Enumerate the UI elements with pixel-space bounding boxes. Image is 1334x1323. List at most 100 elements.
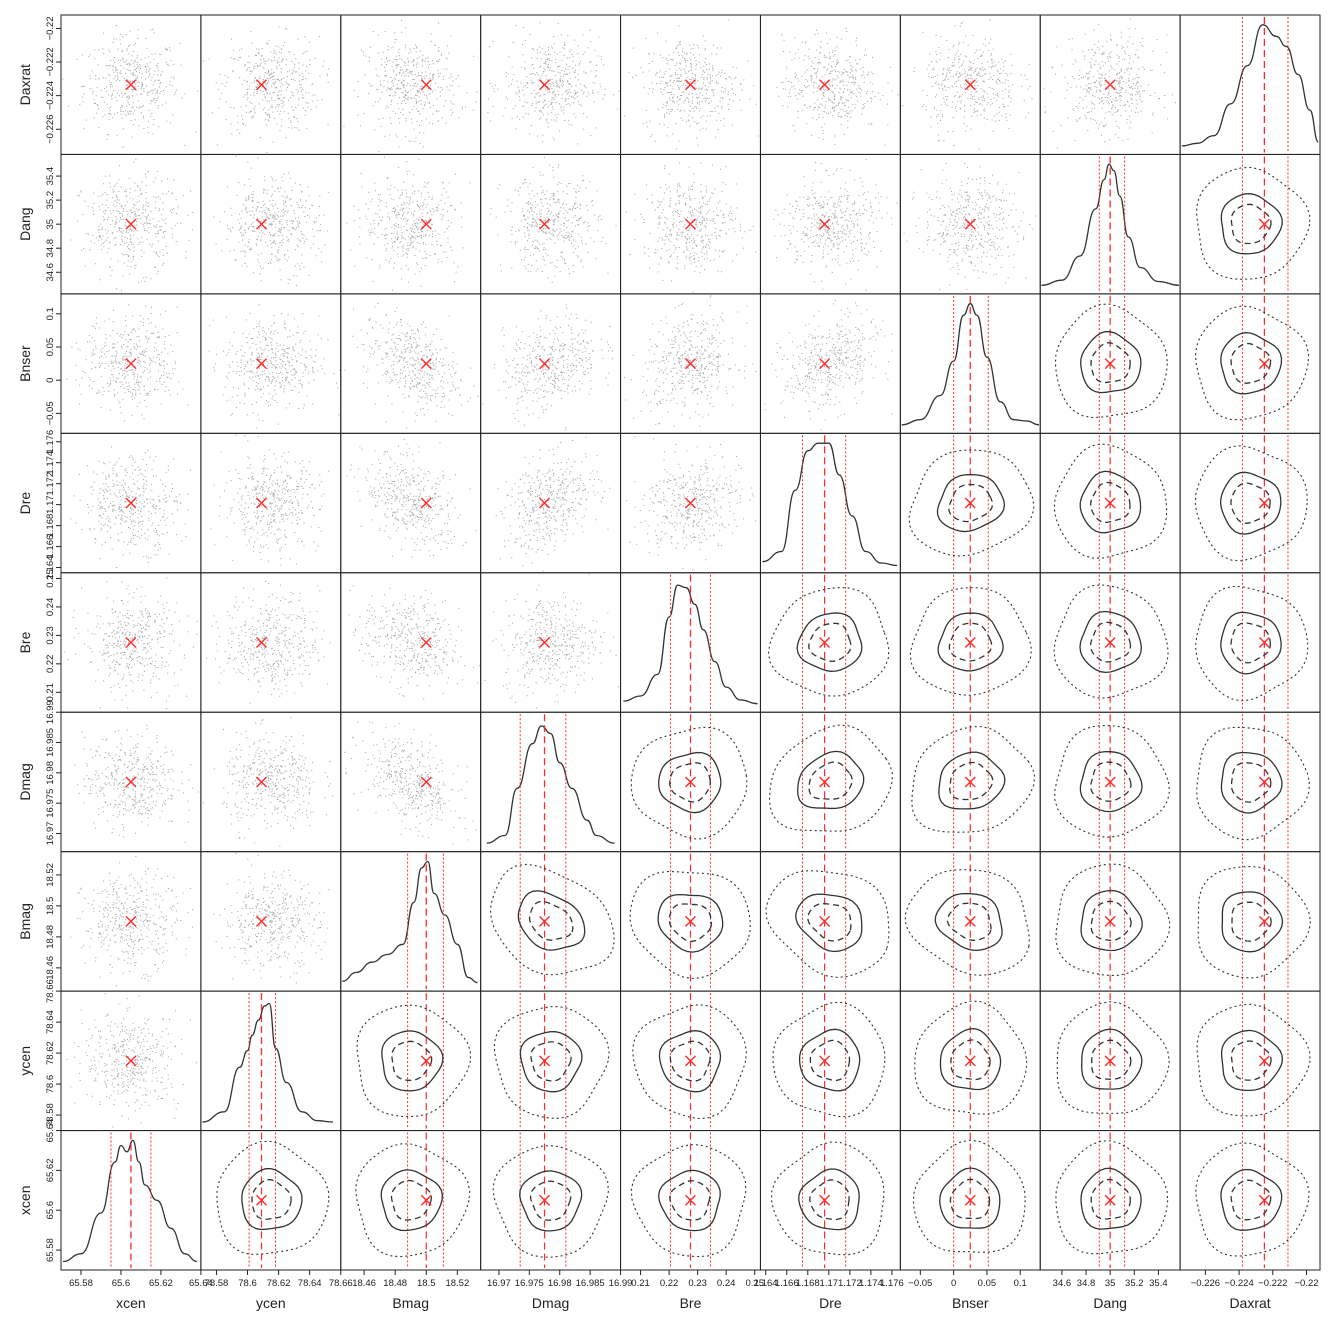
y-tick-label: 35.4 xyxy=(45,167,56,186)
scatter-points xyxy=(203,26,330,153)
panel-frame xyxy=(1179,293,1321,434)
x-axis-Dang: 34.6 34.8 35 35.2 35.4 Dang xyxy=(1053,1270,1168,1311)
scatter-points xyxy=(344,303,479,429)
panel-Bmag-Dang xyxy=(1039,851,1181,992)
panel-xcen-Bre xyxy=(620,1130,761,1271)
panel-Daxrat-Dre xyxy=(759,14,901,155)
panel-Dang-ycen xyxy=(200,153,342,295)
best-fit-marker xyxy=(420,637,432,648)
panel-Bre-Bnser xyxy=(899,572,1041,713)
contour-2-sigma xyxy=(768,724,893,832)
panel-frame xyxy=(200,14,342,155)
contour-1-sigma xyxy=(936,473,1006,533)
contour-half-sigma xyxy=(1091,1039,1132,1080)
x-tick-label: 65.6 xyxy=(112,1278,131,1289)
panel-frame xyxy=(1179,432,1321,574)
x-tick-label: 16.97 xyxy=(487,1278,511,1289)
contour-2-sigma xyxy=(765,870,890,978)
panel-frame xyxy=(759,14,901,155)
x-axis-title-Daxrat: Daxrat xyxy=(1229,1295,1270,1311)
y-axis-Bre: 0.21 0.22 0.23 0.24 0.25 Bre xyxy=(17,569,61,702)
best-fit-marker xyxy=(1104,915,1116,927)
contour-1-sigma xyxy=(1220,611,1282,675)
panel-Dre-Bnser xyxy=(899,432,1041,574)
contour-half-sigma xyxy=(808,622,852,662)
x-tick-label: 0.05 xyxy=(978,1278,997,1289)
panel-Dre-Bre xyxy=(620,432,761,574)
x-tick-label: 78.6 xyxy=(238,1278,257,1289)
contour-2-sigma xyxy=(1054,303,1168,419)
panel-Dre-Dmag xyxy=(480,432,622,574)
panel-ycen-Bre xyxy=(620,990,761,1132)
panel-Bmag-Dmag xyxy=(480,851,622,992)
x-tick-label: 1.168 xyxy=(796,1278,820,1289)
contour-2-sigma xyxy=(908,449,1035,557)
scatter-points xyxy=(70,158,194,292)
y-tick-label: 16.975 xyxy=(45,789,56,818)
best-fit-marker xyxy=(539,218,551,230)
best-fit-marker xyxy=(964,1055,976,1067)
contour-1-sigma xyxy=(1080,331,1142,394)
panel-Bre-Daxrat xyxy=(1179,572,1321,713)
density-curve-ycen xyxy=(202,1002,334,1123)
y-axis-title-xcen: xcen xyxy=(17,1186,33,1216)
scatter-points xyxy=(213,155,330,286)
contour-half-sigma xyxy=(529,1180,572,1221)
best-fit-marker xyxy=(1104,79,1116,91)
y-tick-label: 16.97 xyxy=(45,822,56,846)
contour-half-sigma xyxy=(668,903,713,943)
contour-2-sigma xyxy=(493,1006,610,1119)
scatter-points xyxy=(70,446,191,568)
x-tick-label: 78.64 xyxy=(298,1278,322,1289)
contour-2-sigma xyxy=(912,1139,1026,1253)
x-tick-label: −0.224 xyxy=(1224,1278,1253,1289)
contour-half-sigma xyxy=(808,761,853,800)
contour-1-sigma xyxy=(380,1169,444,1232)
contour-2-sigma xyxy=(629,870,751,980)
panel-Bre-Bmag xyxy=(340,572,482,713)
x-tick-label: 1.174 xyxy=(859,1278,883,1289)
density-curve-Dre xyxy=(762,442,898,567)
contour-1-sigma xyxy=(517,890,586,951)
best-fit-marker xyxy=(256,79,268,91)
panel-Dmag-xcen xyxy=(60,711,202,853)
contour-half-sigma xyxy=(530,1041,572,1082)
y-axis-Dang: 34.6 34.8 35 35.2 35.4 Dang xyxy=(17,167,61,282)
best-fit-marker xyxy=(539,358,551,370)
panel-frame xyxy=(759,293,901,434)
x-axis-title-xcen: xcen xyxy=(116,1295,146,1311)
panel-Bmag-ycen xyxy=(200,851,342,992)
panel-Bmag-Dre xyxy=(759,851,901,992)
x-tick-label: 1.164 xyxy=(754,1278,778,1289)
y-axis-title-Bmag: Bmag xyxy=(17,903,33,940)
panel-frame xyxy=(1179,711,1321,853)
y-tick-label: 78.6 xyxy=(45,1075,56,1094)
density-curve-xcen xyxy=(62,1139,197,1263)
y-tick-label: 1.164 xyxy=(45,556,56,580)
best-fit-marker xyxy=(685,776,696,788)
y-tick-label: 0.24 xyxy=(45,598,56,617)
scatter-points xyxy=(213,853,330,984)
x-axis-ycen: 78.58 78.6 78.62 78.64 78.66 ycen xyxy=(205,1270,353,1311)
panel-Dang-Daxrat xyxy=(1179,153,1321,295)
contour-half-sigma xyxy=(251,1179,292,1220)
scatter-points xyxy=(346,156,471,291)
contour-half-sigma xyxy=(809,1179,850,1221)
contour-1-sigma xyxy=(241,1167,303,1231)
panel-Dmag-Bre xyxy=(620,711,761,853)
x-axis-Bmag: 18.46 18.48 18.5 18.52 Bmag xyxy=(352,1270,469,1311)
y-tick-label: 35 xyxy=(45,219,56,230)
y-tick-label: 78.64 xyxy=(45,1010,56,1034)
panel-Bre-ycen xyxy=(200,572,342,713)
contour-1-sigma xyxy=(939,1028,1002,1091)
panel-Bnser-Bnser xyxy=(899,293,1041,434)
panel-frame xyxy=(340,711,482,853)
scatter-points xyxy=(346,438,477,558)
panel-xcen-Bmag xyxy=(340,1130,482,1271)
panel-Daxrat-xcen xyxy=(60,14,202,155)
contour-1-sigma xyxy=(939,1167,1001,1229)
x-tick-label: 0.23 xyxy=(688,1278,707,1289)
best-fit-marker xyxy=(685,358,696,370)
